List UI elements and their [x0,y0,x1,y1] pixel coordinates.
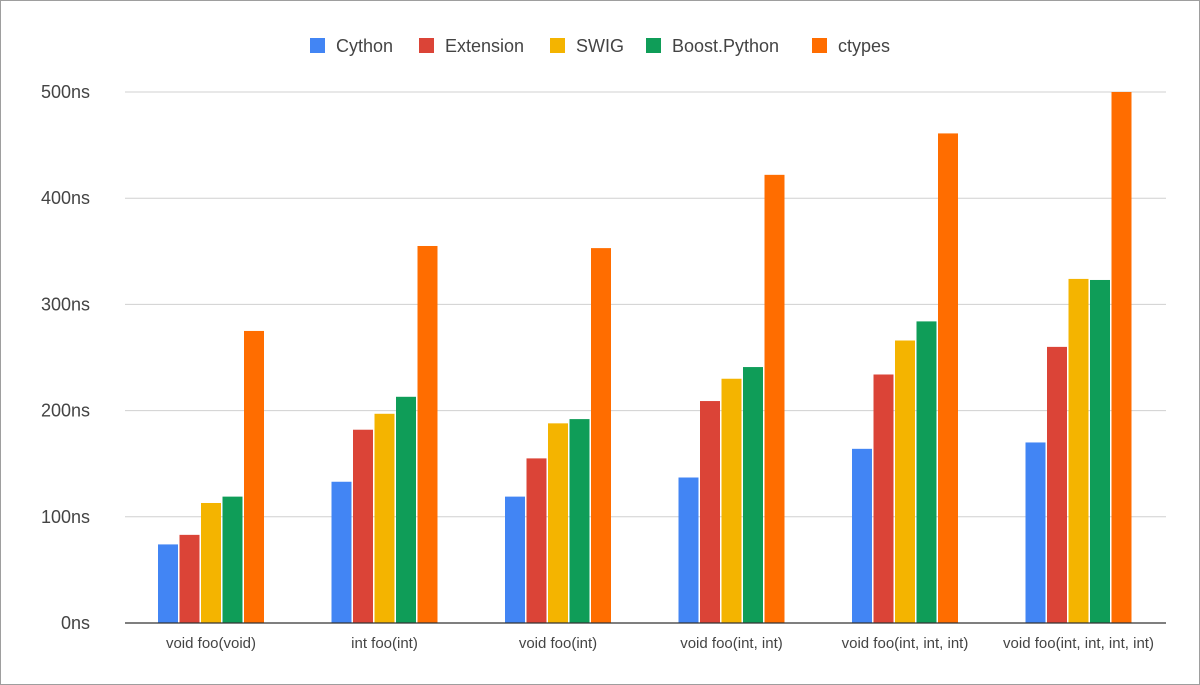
x-category-label: void foo(int, int, int, int) [1003,635,1154,652]
bar-cython [1025,442,1046,623]
bar-cython [678,477,699,623]
bar-extension [873,374,894,623]
legend-label: Cython [336,36,393,56]
x-category-label: void foo(int, int) [680,635,783,652]
bar-boost-python [1090,279,1110,623]
y-axis-tick-labels: 0ns 100ns 200ns 300ns 400ns 500ns [41,82,90,633]
bar-swig [201,502,221,623]
bar-extension [526,458,547,623]
y-tick-label: 200ns [41,401,90,421]
bar-cython [158,544,178,623]
y-tick-label: 500ns [41,82,90,102]
x-axis-category-labels: void foo(void) int foo(int) void foo(int) v… [166,635,1154,652]
legend-swatch [419,38,434,53]
y-tick-label: 300ns [41,294,90,314]
bar-ctypes [764,174,785,623]
bar-cython [505,496,525,623]
bar-swig [1068,278,1089,623]
legend-swatch [646,38,661,53]
legend: Cython Extension SWIG Boost.Python ctypes [310,36,890,56]
y-tick-label: 400ns [41,188,90,208]
bars [158,92,1132,624]
bar-extension [700,401,720,623]
legend-label: Extension [445,36,524,56]
bar-extension [179,534,200,623]
bar-extension [353,429,373,623]
bar-swig [548,423,568,623]
legend-swatch [310,38,325,53]
bar-ctypes [244,330,264,623]
y-tick-label: 100ns [41,507,90,527]
bar-cython [852,448,872,623]
bar-swig [374,413,395,623]
bar-boost-python [222,496,243,623]
legend-label: Boost.Python [672,36,779,56]
bar-ctypes [938,133,958,623]
gridlines [125,91,1166,518]
x-category-label: void foo(void) [166,635,256,652]
bar-ctypes [591,248,611,623]
legend-swatch [550,38,565,53]
bar-cython [331,481,352,623]
bar-swig [895,340,915,623]
x-category-label: int foo(int) [351,635,418,652]
bar-ctypes [1111,92,1132,623]
bar-swig [721,378,742,623]
bar-boost-python [916,321,937,623]
x-category-label: void foo(int) [519,635,597,652]
x-category-label: void foo(int, int, int) [842,635,969,652]
bar-boost-python [396,396,416,623]
bar-ctypes [417,245,438,624]
bar-boost-python [743,367,763,623]
y-tick-label: 0ns [61,613,90,633]
legend-label: SWIG [576,36,624,56]
legend-label: ctypes [838,36,890,56]
bar-boost-python [569,419,590,623]
bar-extension [1047,346,1067,623]
legend-swatch [812,38,827,53]
